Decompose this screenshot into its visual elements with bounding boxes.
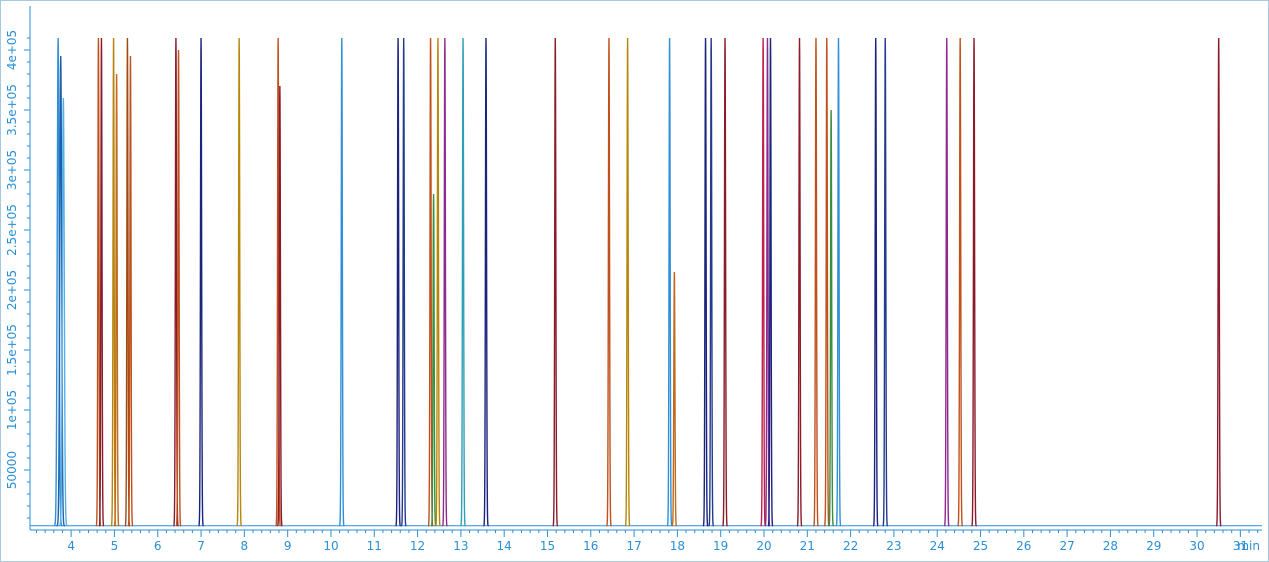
peak (760, 37, 766, 527)
peak (666, 37, 673, 527)
x-tick-label: 19 (713, 539, 728, 553)
peaks-layer (30, 37, 1262, 527)
x-tick-label: 26 (1016, 539, 1031, 553)
peak (823, 37, 830, 527)
y-tick-label: 2.5e+05 (5, 204, 19, 256)
peak (127, 55, 134, 527)
x-tick-label: 21 (800, 539, 815, 553)
peak (400, 37, 407, 527)
x-tick-label: 17 (626, 539, 641, 553)
y-ticks: 50000 1e+05 1.5e+05 2e+05 2.5e+05 3e+05 3.5e+0… (5, 30, 30, 519)
x-tick-label: 27 (1059, 539, 1074, 553)
x-tick-label: 9 (284, 539, 292, 553)
x-tick-label: 16 (583, 539, 598, 553)
peak (813, 37, 819, 527)
x-tick-label: 11 (367, 539, 382, 553)
peak (882, 37, 889, 527)
peak (430, 193, 437, 527)
peak (796, 37, 803, 527)
peak (828, 109, 834, 527)
x-unit-label: min (1237, 539, 1260, 553)
x-tick-label: 8 (241, 539, 249, 553)
x-tick-label: 12 (410, 539, 425, 553)
y-tick-label: 4e+05 (5, 30, 19, 70)
x-tick-label: 31 (1233, 539, 1248, 553)
peak (671, 271, 678, 527)
x-tick-label: 7 (197, 539, 205, 553)
x-tick-label: 5 (111, 539, 119, 553)
y-tick-label: 1.5e+05 (5, 324, 19, 376)
peak (198, 37, 204, 527)
peak (722, 37, 728, 527)
x-tick-label: 28 (1103, 539, 1118, 553)
peak (338, 37, 345, 527)
peak (702, 37, 709, 527)
x-tick-label: 24 (930, 539, 945, 553)
peak (460, 37, 466, 527)
peak (173, 37, 179, 527)
peak (56, 55, 66, 527)
peak (957, 37, 963, 527)
x-tick-label: 22 (843, 539, 858, 553)
x-tick-label: 29 (1146, 539, 1161, 553)
y-tick-label: 1e+05 (5, 390, 19, 430)
x-tick-label: 14 (497, 539, 512, 553)
peak (606, 37, 612, 527)
x-tick-label: 25 (973, 539, 988, 553)
x-tick-label: 4 (67, 539, 75, 553)
peak (835, 37, 842, 527)
peak (943, 37, 950, 527)
x-tick-label: 30 (1189, 539, 1204, 553)
peak (483, 37, 489, 527)
peak (58, 97, 68, 527)
peak (435, 37, 441, 527)
y-tick-label: 50000 (5, 451, 19, 489)
peak (708, 37, 714, 527)
axes-layer (29, 6, 1262, 531)
peak (442, 37, 448, 527)
x-tick-label: 18 (670, 539, 685, 553)
peak (236, 37, 242, 527)
peak (1215, 37, 1222, 527)
peak (395, 37, 401, 527)
peak (275, 37, 281, 527)
peak (552, 37, 559, 527)
y-tick-label: 3.5e+05 (5, 84, 19, 136)
peak (767, 37, 774, 527)
x-tick-label: 20 (756, 539, 771, 553)
peak (872, 37, 879, 527)
x-tick-label: 6 (154, 539, 162, 553)
x-tick-label: 23 (886, 539, 901, 553)
peak (277, 85, 283, 527)
peak (971, 37, 977, 527)
x-ticks: 4 5 6 7 8 9 10 11 12 13 14 15 16 17 18 19 20 21 22 23 24 25 26… (35, 530, 1259, 553)
peak (98, 37, 105, 527)
peak (175, 49, 182, 527)
y-tick-label: 3e+05 (5, 150, 19, 190)
x-tick-label: 10 (323, 539, 338, 553)
peak (113, 73, 120, 527)
y-tick-label: 2e+05 (5, 270, 19, 310)
x-tick-label: 15 (540, 539, 555, 553)
peak (624, 37, 631, 527)
x-tick-label: 13 (453, 539, 468, 553)
